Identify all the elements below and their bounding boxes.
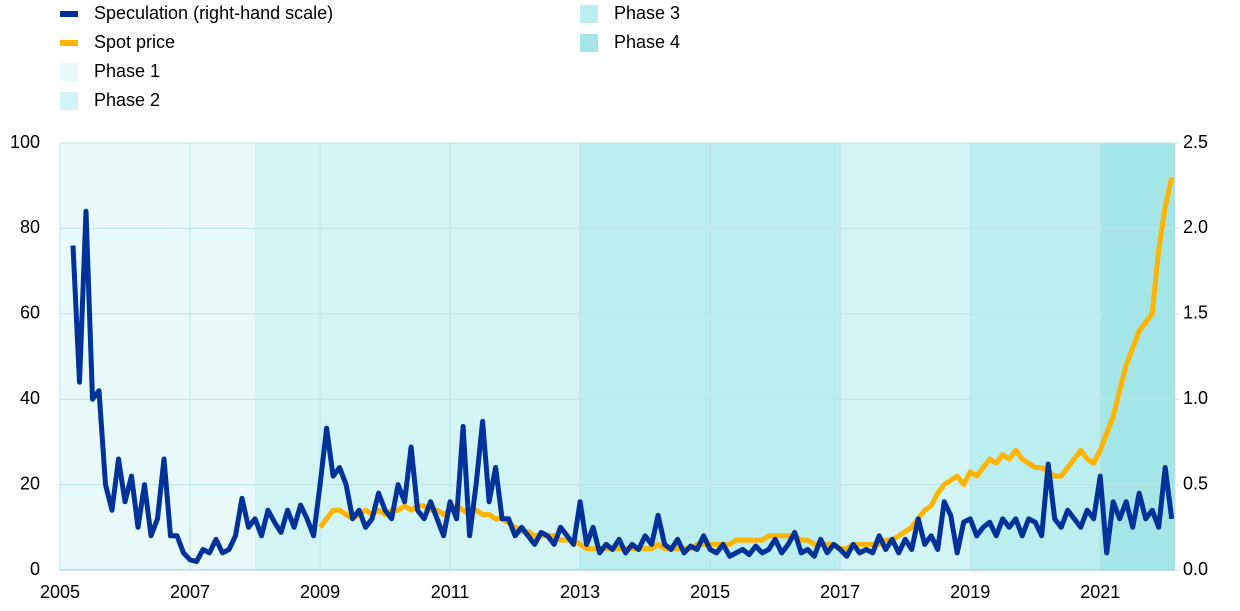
phase-band [970,143,1101,570]
y-tick-label: 40 [20,388,40,408]
y2-tick-label: 0.5 [1183,473,1208,493]
x-tick-label: 2017 [820,582,860,602]
legend-label: Phase 4 [614,32,680,52]
legend-swatch [60,11,78,17]
y2-tick-label: 1.0 [1183,388,1208,408]
legend-label: Spot price [94,32,175,52]
y2-tick-label: 2.0 [1183,217,1208,237]
legend-label: Phase 1 [94,61,160,81]
y-tick-label: 100 [10,132,40,152]
legend-swatch [580,34,598,52]
legend-label: Phase 2 [94,90,160,110]
x-tick-label: 2005 [40,582,80,602]
x-tick-label: 2013 [560,582,600,602]
x-tick-label: 2007 [170,582,210,602]
y2-tick-label: 0.0 [1183,559,1208,579]
y-tick-label: 60 [20,303,40,323]
legend-swatch [60,92,78,110]
y-tick-label: 20 [20,473,40,493]
legend-label: Speculation (right-hand scale) [94,3,333,23]
y2-tick-label: 2.5 [1183,132,1208,152]
x-tick-label: 2009 [300,582,340,602]
y-tick-label: 80 [20,217,40,237]
x-tick-label: 2011 [431,582,470,602]
legend-label: Phase 3 [614,3,680,23]
phase-band [840,143,971,570]
x-tick-label: 2019 [950,582,990,602]
y-tick-label: 0 [30,559,40,579]
series-line [318,176,1175,552]
legend-swatch [60,63,78,81]
legend-swatch [60,40,78,46]
legend-swatch [580,5,598,23]
series-line [70,208,1175,564]
x-tick-label: 2015 [690,582,730,602]
y2-tick-label: 1.5 [1183,303,1208,323]
x-tick-label: 2021 [1080,582,1120,602]
